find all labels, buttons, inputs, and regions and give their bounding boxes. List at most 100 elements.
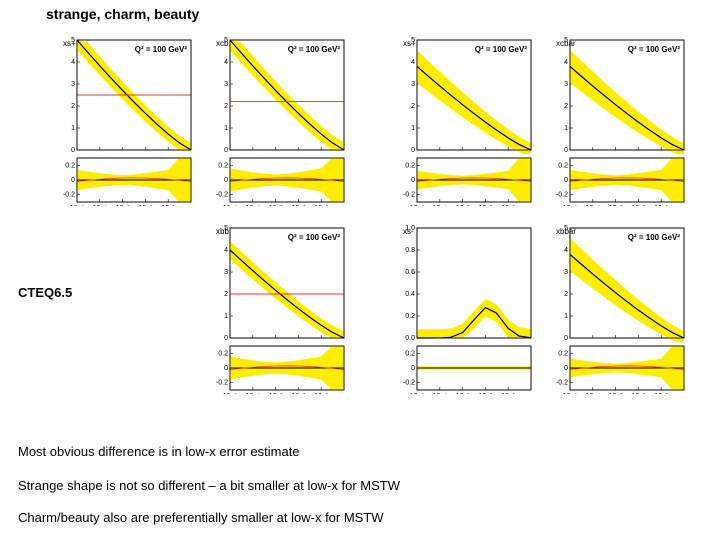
svg-text:1: 1 [71,125,75,132]
svg-text:0: 0 [224,335,228,342]
svg-text:1: 1 [224,125,228,132]
svg-text:2: 2 [71,103,75,110]
svg-text:0: 0 [224,147,228,154]
svg-text:4: 4 [224,247,228,254]
svg-text:0: 0 [564,335,568,342]
svg-text:10⁻⁴: 10⁻⁴ [586,393,601,394]
svg-text:10⁻⁵: 10⁻⁵ [410,393,424,394]
svg-text:0.8: 0.8 [405,247,415,254]
svg-text:10⁻²: 10⁻² [631,393,645,394]
svg-text:3: 3 [224,81,228,88]
svg-text:1: 1 [411,125,415,132]
svg-text:10⁻²: 10⁻² [291,393,305,394]
svg-text:3: 3 [71,81,75,88]
svg-text:0.2: 0.2 [218,350,228,357]
svg-text:x: x [193,205,195,206]
svg-text:-0.2: -0.2 [403,380,415,387]
svg-text:10⁻⁴: 10⁻⁴ [246,205,260,206]
svg-text:2: 2 [224,291,228,298]
svg-text:0.2: 0.2 [405,313,415,320]
svg-text:10⁻⁴: 10⁻⁴ [433,393,448,394]
svg-text:Q² = 100 GeV²: Q² = 100 GeV² [288,45,341,54]
svg-text:10⁻³: 10⁻³ [456,205,470,206]
svg-text:10⁻³: 10⁻³ [269,393,283,394]
svg-text:0.6: 0.6 [405,269,415,276]
svg-text:0.0: 0.0 [405,335,415,342]
panel-p2: 012345Q² = 100 GeV²xcb-0.200.210⁻⁵10⁻⁴10… [208,36,348,206]
svg-text:0: 0 [564,147,568,154]
svg-text:-0.2: -0.2 [556,192,568,199]
svg-text:0: 0 [564,177,568,184]
svg-text:10⁻²: 10⁻² [631,205,645,206]
svg-text:xs-: xs- [403,227,414,236]
svg-text:10⁻¹: 10⁻¹ [501,205,515,206]
svg-text:x: x [533,205,535,206]
svg-text:10⁻⁵: 10⁻⁵ [563,205,577,206]
svg-text:x: x [686,205,688,206]
svg-text:x: x [686,393,688,394]
svg-text:10⁻⁵: 10⁻⁵ [223,393,237,394]
svg-text:xs+: xs+ [63,39,76,48]
svg-text:0: 0 [411,177,415,184]
svg-text:0: 0 [224,177,228,184]
svg-text:-0.2: -0.2 [216,192,228,199]
svg-text:10⁻¹: 10⁻¹ [501,393,515,394]
svg-text:4: 4 [411,59,415,66]
svg-text:Q² = 100 GeV²: Q² = 100 GeV² [475,45,528,54]
svg-text:Q² = 100 GeV²: Q² = 100 GeV² [628,45,681,54]
caption-3: Charm/beauty also are preferentially sma… [18,510,384,525]
caption-2: Strange shape is not so different – a bi… [18,478,400,493]
svg-text:-0.2: -0.2 [556,380,568,387]
svg-text:4: 4 [224,59,228,66]
svg-text:10⁻⁴: 10⁻⁴ [246,393,260,394]
svg-text:3: 3 [411,81,415,88]
svg-text:10⁻³: 10⁻³ [269,205,283,206]
panel-p1: 012345Q² = 100 GeV²xs+-0.200.210⁻⁵10⁻⁴10… [55,36,195,206]
svg-text:0: 0 [411,147,415,154]
panel-p4: 012345Q² = 100 GeV²xcbar-0.200.210⁻⁵10⁻⁴… [548,36,688,206]
svg-text:10⁻³: 10⁻³ [116,205,130,206]
svg-text:2: 2 [564,103,568,110]
panel-p5: 012345Q² = 100 GeV²xbb-0.200.210⁻⁵10⁻⁴10… [208,224,348,394]
svg-text:2: 2 [564,291,568,298]
svg-text:0: 0 [71,147,75,154]
svg-text:0: 0 [224,365,228,372]
svg-text:x: x [533,393,535,394]
svg-text:10⁻⁵: 10⁻⁵ [223,205,237,206]
svg-text:0.4: 0.4 [405,291,415,298]
svg-text:2: 2 [224,103,228,110]
svg-text:x: x [346,205,348,206]
svg-text:0.2: 0.2 [558,162,568,169]
svg-text:Q² = 100 GeV²: Q² = 100 GeV² [288,233,341,242]
svg-text:10⁻²: 10⁻² [291,205,305,206]
svg-text:xs+: xs+ [403,39,416,48]
svg-text:10⁻⁵: 10⁻⁵ [70,205,84,206]
svg-text:1: 1 [564,313,568,320]
svg-text:10⁻¹: 10⁻¹ [654,393,668,394]
svg-text:0.2: 0.2 [218,162,228,169]
svg-text:10⁻²: 10⁻² [478,393,492,394]
svg-text:1: 1 [564,125,568,132]
svg-text:10⁻²: 10⁻² [138,205,152,206]
svg-text:-0.2: -0.2 [403,192,415,199]
svg-text:10⁻⁴: 10⁻⁴ [433,205,448,206]
svg-text:10⁻⁵: 10⁻⁵ [563,393,577,394]
cteq-label: CTEQ6.5 [18,285,72,300]
svg-text:-0.2: -0.2 [63,192,75,199]
svg-text:10⁻¹: 10⁻¹ [161,205,175,206]
svg-text:0.2: 0.2 [405,350,415,357]
svg-text:0: 0 [564,365,568,372]
svg-text:3: 3 [224,269,228,276]
svg-text:4: 4 [71,59,75,66]
svg-text:0.2: 0.2 [558,350,568,357]
svg-text:2: 2 [411,103,415,110]
svg-text:xcb: xcb [216,39,229,48]
svg-text:0: 0 [71,177,75,184]
svg-text:0: 0 [411,365,415,372]
panel-p6: 0.00.20.40.60.81.0xs--0.200.210⁻⁵10⁻⁴10⁻… [395,224,535,394]
svg-text:10⁻¹: 10⁻¹ [314,393,328,394]
svg-text:10⁻³: 10⁻³ [456,393,470,394]
svg-text:Q² = 100 GeV²: Q² = 100 GeV² [135,45,188,54]
svg-text:4: 4 [564,247,568,254]
svg-text:-0.2: -0.2 [216,380,228,387]
